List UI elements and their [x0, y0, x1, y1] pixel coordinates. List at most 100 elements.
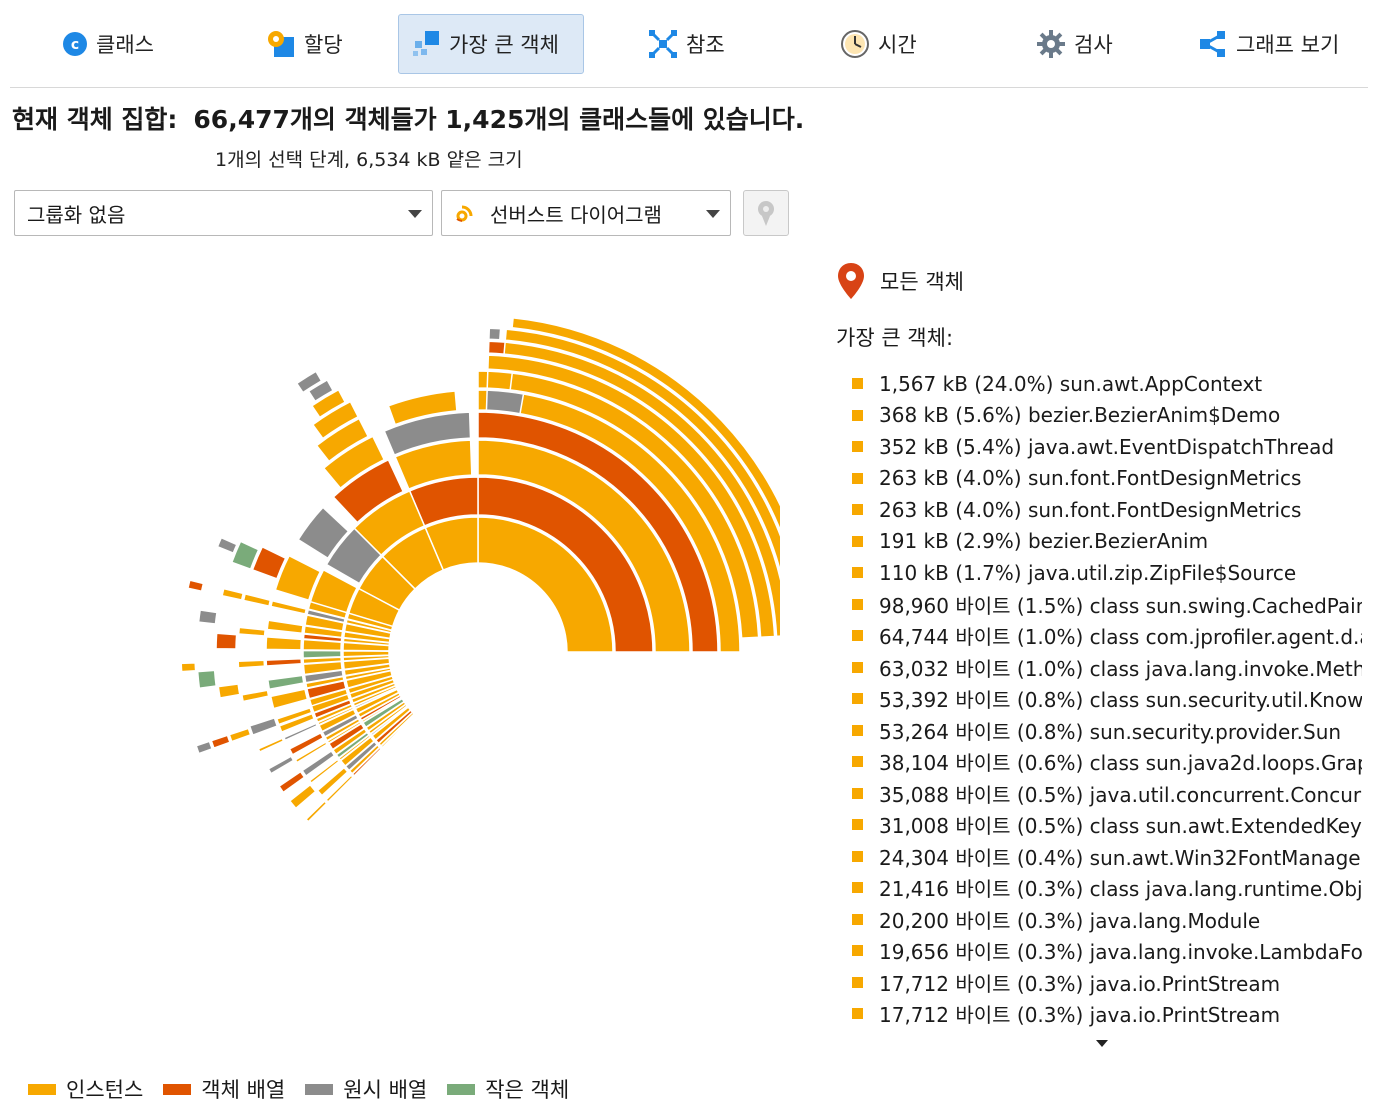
sunburst-segment[interactable]	[488, 327, 502, 341]
sunburst-segment[interactable]	[307, 378, 335, 403]
biggest-object-row[interactable]: 31,008 바이트 (0.5%) class sun.awt.Extended…	[852, 809, 1362, 841]
sunburst-segment[interactable]	[346, 612, 394, 632]
sunburst-segment[interactable]	[242, 593, 272, 607]
sunburst-segment[interactable]	[325, 527, 383, 585]
sunburst-segment[interactable]	[297, 506, 350, 560]
sunburst-segment[interactable]	[288, 783, 317, 810]
sunburst-segment[interactable]	[215, 632, 238, 650]
grouping-select[interactable]: 그룹화 없음	[14, 190, 433, 236]
sunburst-segment[interactable]	[311, 400, 360, 440]
sunburst-segment[interactable]	[257, 737, 285, 753]
biggest-object-row[interactable]: 63,032 바이트 (1.0%) class java.lang.invoke…	[852, 652, 1362, 684]
sunburst-segment[interactable]	[266, 619, 304, 635]
sunburst-segment[interactable]	[477, 516, 614, 653]
biggest-object-row[interactable]: 352 kB (5.4%) java.awt.EventDispatchThre…	[852, 431, 1362, 463]
sunburst-segment[interactable]	[195, 740, 214, 755]
tab-allocations[interactable]: 할당	[254, 14, 355, 74]
sunburst-segment[interactable]	[265, 658, 303, 667]
sunburst-segment[interactable]	[237, 659, 266, 669]
biggest-object-row[interactable]: 263 kB (4.0%) sun.font.FontDesignMetrics	[852, 494, 1362, 526]
sunburst-segment[interactable]	[310, 388, 347, 419]
sunburst-segment[interactable]	[308, 758, 340, 785]
sunburst-segment[interactable]	[248, 717, 279, 737]
tab-references[interactable]: 참조	[636, 14, 737, 74]
sunburst-segment[interactable]	[477, 389, 741, 653]
sunburst-segment[interactable]	[267, 755, 295, 775]
biggest-object-row[interactable]: 53,392 바이트 (0.8%) class sun.security.uti…	[852, 683, 1362, 715]
sunburst-segment[interactable]	[511, 317, 780, 635]
sunburst-segment[interactable]	[353, 489, 426, 557]
biggest-object-row[interactable]: 19,656 바이트 (0.3%) java.lang.invoke.Lambd…	[852, 935, 1362, 967]
sunburst-segment[interactable]	[301, 749, 336, 778]
sunburst-segment[interactable]	[240, 689, 270, 703]
biggest-object-row[interactable]: 17,712 바이트 (0.3%) java.io.PrintStream	[852, 998, 1362, 1030]
sunburst-segment[interactable]	[278, 712, 316, 734]
sunburst-segment[interactable]	[477, 411, 719, 653]
sunburst-segment[interactable]	[487, 354, 776, 638]
sunburst-segment[interactable]	[477, 439, 691, 653]
sunburst-segment[interactable]	[197, 609, 218, 625]
sunburst-segment[interactable]	[408, 476, 479, 527]
sunburst-segment[interactable]	[274, 554, 322, 602]
biggest-object-row[interactable]: 17,712 바이트 (0.3%) java.io.PrintStream	[852, 967, 1362, 999]
sunburst-segment[interactable]	[217, 683, 241, 699]
sunburst-segment[interactable]	[316, 766, 349, 797]
sunburst-segment[interactable]	[498, 340, 780, 638]
tab-time[interactable]: 시간	[828, 14, 929, 74]
sunburst-segment[interactable]	[477, 370, 760, 639]
sunburst-segment[interactable]	[348, 678, 396, 700]
sunburst-segment[interactable]	[307, 600, 348, 620]
sunburst-segment[interactable]	[315, 417, 370, 463]
sunburst-segment[interactable]	[486, 370, 514, 391]
biggest-object-row[interactable]: 24,304 바이트 (0.4%) sun.awt.Win32FontManag…	[852, 841, 1362, 873]
view-mode-select[interactable]: 선버스트 다이어그램	[441, 190, 731, 236]
sunburst-segment[interactable]	[288, 731, 325, 756]
tab-biggest-objects[interactable]: 가장 큰 객체	[398, 14, 584, 74]
sunburst-segment[interactable]	[485, 389, 525, 415]
sunburst-segment[interactable]	[228, 727, 252, 743]
biggest-object-row[interactable]: 20,200 바이트 (0.3%) java.lang.Module	[852, 904, 1362, 936]
sunburst-segment[interactable]	[210, 734, 231, 750]
biggest-object-row[interactable]: 38,104 바이트 (0.6%) class sun.java2d.loops…	[852, 746, 1362, 778]
biggest-object-row[interactable]: 53,264 바이트 (0.8%) sun.security.provider.…	[852, 715, 1362, 747]
biggest-object-row[interactable]: 263 kB (4.0%) sun.font.FontDesignMetrics	[852, 463, 1362, 495]
sunburst-segment[interactable]	[283, 722, 319, 742]
sunburst-diagram[interactable]	[40, 290, 780, 890]
sunburst-segment[interactable]	[294, 741, 328, 764]
sunburst-segment[interactable]	[251, 545, 287, 580]
sunburst-segment[interactable]	[187, 579, 205, 593]
sunburst-segment[interactable]	[504, 328, 780, 635]
sunburst-segment[interactable]	[295, 370, 323, 394]
breadcrumb-root[interactable]: 모든 객체	[836, 262, 964, 300]
biggest-object-row[interactable]: 191 kB (2.9%) bezier.BezierAnim	[852, 526, 1362, 558]
biggest-object-row[interactable]: 368 kB (5.6%) bezier.BezierAnim$Demo	[852, 400, 1362, 432]
sunburst-segment[interactable]	[275, 706, 313, 726]
sunburst-segment[interactable]	[383, 411, 472, 456]
sunburst-segment[interactable]	[230, 540, 260, 571]
sunburst-segment[interactable]	[269, 688, 309, 710]
sunburst-segment[interactable]	[394, 439, 473, 491]
sunburst-segment[interactable]	[237, 626, 266, 637]
sunburst-segment[interactable]	[387, 390, 458, 426]
biggest-object-row[interactable]: 35,088 바이트 (0.5%) java.util.concurrent.C…	[852, 778, 1362, 810]
pin-selection-button[interactable]	[743, 190, 789, 236]
biggest-object-row[interactable]: 64,744 바이트 (1.0%) class com.jprofiler.ag…	[852, 620, 1362, 652]
sunburst-segment[interactable]	[267, 674, 305, 691]
more-down-icon[interactable]	[1096, 1040, 1108, 1047]
sunburst-segment[interactable]	[196, 669, 218, 690]
sunburst-segment[interactable]	[277, 770, 306, 794]
sunburst-segment[interactable]	[357, 555, 417, 612]
biggest-object-row[interactable]: 21,416 바이트 (0.3%) class java.lang.runtim…	[852, 872, 1362, 904]
sunburst-segment[interactable]	[322, 435, 386, 490]
sunburst-segment[interactable]	[324, 774, 354, 803]
sunburst-segment[interactable]	[381, 526, 445, 591]
sunburst-segment[interactable]	[270, 599, 308, 615]
tab-classes[interactable]: c 클래스	[50, 14, 166, 74]
sunburst-segment[interactable]	[342, 650, 390, 658]
sunburst-segment[interactable]	[265, 636, 303, 651]
sunburst-segment[interactable]	[424, 516, 479, 572]
sunburst-segment[interactable]	[310, 693, 351, 714]
tab-graph[interactable]: 그래프 보기	[1186, 14, 1351, 74]
tab-inspections[interactable]: 검사	[1024, 14, 1125, 74]
biggest-object-row[interactable]: 98,960 바이트 (1.5%) class sun.swing.Cached…	[852, 589, 1362, 621]
